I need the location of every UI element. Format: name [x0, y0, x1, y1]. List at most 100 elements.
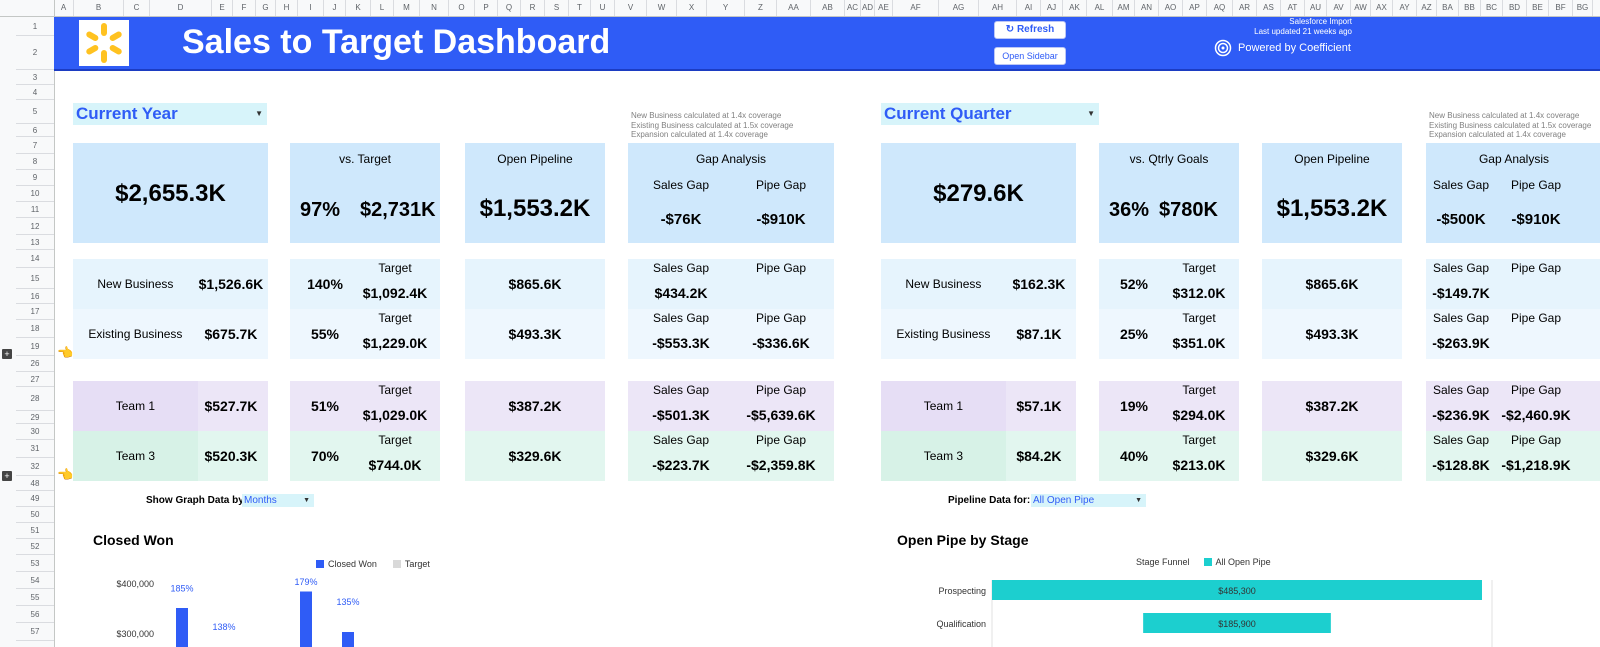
- column-header[interactable]: BD: [1503, 0, 1527, 16]
- column-header[interactable]: R: [521, 0, 545, 16]
- column-header[interactable]: B: [74, 0, 124, 16]
- select-all-corner[interactable]: [0, 0, 55, 16]
- column-header[interactable]: AZ: [1417, 0, 1437, 16]
- row-header[interactable]: 7: [16, 137, 54, 154]
- column-header[interactable]: AG: [939, 0, 979, 16]
- column-header[interactable]: AV: [1327, 0, 1351, 16]
- expand-group-icon[interactable]: +: [2, 349, 12, 359]
- column-header[interactable]: G: [256, 0, 276, 16]
- column-header[interactable]: L: [371, 0, 394, 16]
- column-header[interactable]: AE: [875, 0, 893, 16]
- column-header[interactable]: Y: [707, 0, 745, 16]
- row-header[interactable]: 15: [16, 268, 54, 289]
- column-header[interactable]: K: [346, 0, 371, 16]
- column-header[interactable]: AQ: [1207, 0, 1233, 16]
- row-header[interactable]: 3: [16, 70, 54, 85]
- show-graph-by-select[interactable]: Months ▼: [242, 494, 314, 507]
- column-header[interactable]: A: [54, 0, 74, 16]
- column-header[interactable]: BG: [1573, 0, 1593, 16]
- column-header[interactable]: AU: [1305, 0, 1327, 16]
- row-header[interactable]: 17: [16, 304, 54, 320]
- row-header[interactable]: 56: [16, 606, 54, 623]
- column-header[interactable]: BB: [1459, 0, 1481, 16]
- column-header[interactable]: AY: [1393, 0, 1417, 16]
- column-header[interactable]: AW: [1351, 0, 1371, 16]
- row-header[interactable]: 6: [16, 124, 54, 137]
- column-header[interactable]: J: [324, 0, 346, 16]
- column-header[interactable]: V: [615, 0, 647, 16]
- row-header[interactable]: 29: [16, 411, 54, 424]
- row-header[interactable]: 52: [16, 539, 54, 555]
- column-header[interactable]: AO: [1159, 0, 1183, 16]
- column-header[interactable]: U: [591, 0, 615, 16]
- column-header[interactable]: Q: [498, 0, 521, 16]
- column-header[interactable]: T: [569, 0, 591, 16]
- column-header[interactable]: AC: [845, 0, 861, 16]
- column-header[interactable]: AF: [893, 0, 939, 16]
- refresh-button[interactable]: ↻ Refresh: [994, 21, 1066, 39]
- column-header[interactable]: F: [233, 0, 256, 16]
- row-header[interactable]: 57: [16, 623, 54, 641]
- column-header[interactable]: S: [545, 0, 569, 16]
- column-header[interactable]: AX: [1371, 0, 1393, 16]
- column-header[interactable]: E: [212, 0, 233, 16]
- column-header[interactable]: AP: [1183, 0, 1207, 16]
- column-header[interactable]: P: [475, 0, 498, 16]
- row-header[interactable]: 55: [16, 589, 54, 606]
- column-header[interactable]: D: [150, 0, 212, 16]
- row-header[interactable]: 26: [16, 356, 54, 372]
- row-header[interactable]: 32: [16, 458, 54, 476]
- row-header[interactable]: 49: [16, 491, 54, 507]
- row-header[interactable]: 1: [16, 17, 54, 36]
- column-header[interactable]: Z: [745, 0, 777, 16]
- column-header[interactable]: AL: [1087, 0, 1113, 16]
- row-header[interactable]: 8: [16, 154, 54, 170]
- period-dropdown[interactable]: Current Year ▼: [73, 103, 267, 125]
- column-header[interactable]: O: [449, 0, 475, 16]
- column-header[interactable]: AM: [1113, 0, 1135, 16]
- row-header[interactable]: 30: [16, 424, 54, 440]
- column-header[interactable]: I: [298, 0, 324, 16]
- row-header[interactable]: 16: [16, 289, 54, 304]
- column-header[interactable]: AJ: [1041, 0, 1063, 16]
- row-header[interactable]: 2: [16, 36, 54, 70]
- column-header[interactable]: AN: [1135, 0, 1159, 16]
- row-header[interactable]: 54: [16, 572, 54, 589]
- row-header[interactable]: 50: [16, 507, 54, 523]
- row-header[interactable]: 48: [16, 476, 54, 491]
- column-header[interactable]: BC: [1481, 0, 1503, 16]
- open-sidebar-button[interactable]: Open Sidebar: [994, 47, 1066, 65]
- column-header[interactable]: AA: [777, 0, 811, 16]
- row-header[interactable]: 11: [16, 202, 54, 218]
- column-header[interactable]: AK: [1063, 0, 1087, 16]
- row-header[interactable]: 10: [16, 186, 54, 202]
- column-header[interactable]: N: [420, 0, 449, 16]
- row-header[interactable]: 9: [16, 170, 54, 186]
- column-header[interactable]: AI: [1017, 0, 1041, 16]
- column-header[interactable]: AB: [811, 0, 845, 16]
- row-header[interactable]: 12: [16, 218, 54, 235]
- row-header[interactable]: 14: [16, 250, 54, 268]
- column-header[interactable]: C: [124, 0, 150, 16]
- column-header[interactable]: BA: [1437, 0, 1459, 16]
- column-header[interactable]: H: [276, 0, 298, 16]
- row-header[interactable]: 28: [16, 387, 54, 411]
- column-header[interactable]: X: [677, 0, 707, 16]
- column-header[interactable]: BF: [1549, 0, 1573, 16]
- column-header[interactable]: M: [394, 0, 420, 16]
- column-header[interactable]: AH: [979, 0, 1017, 16]
- row-header[interactable]: 18: [16, 320, 54, 338]
- column-header[interactable]: AS: [1257, 0, 1281, 16]
- row-header[interactable]: 5: [16, 100, 54, 124]
- column-header[interactable]: BE: [1527, 0, 1549, 16]
- column-header[interactable]: W: [647, 0, 677, 16]
- row-header[interactable]: 27: [16, 372, 54, 387]
- row-header[interactable]: 51: [16, 523, 54, 539]
- period-dropdown[interactable]: Current Quarter ▼: [881, 103, 1099, 125]
- row-header[interactable]: 31: [16, 440, 54, 458]
- row-header[interactable]: 19: [16, 338, 54, 356]
- row-header[interactable]: 53: [16, 555, 54, 572]
- column-header[interactable]: AT: [1281, 0, 1305, 16]
- column-header[interactable]: AD: [861, 0, 875, 16]
- row-header[interactable]: 13: [16, 235, 54, 250]
